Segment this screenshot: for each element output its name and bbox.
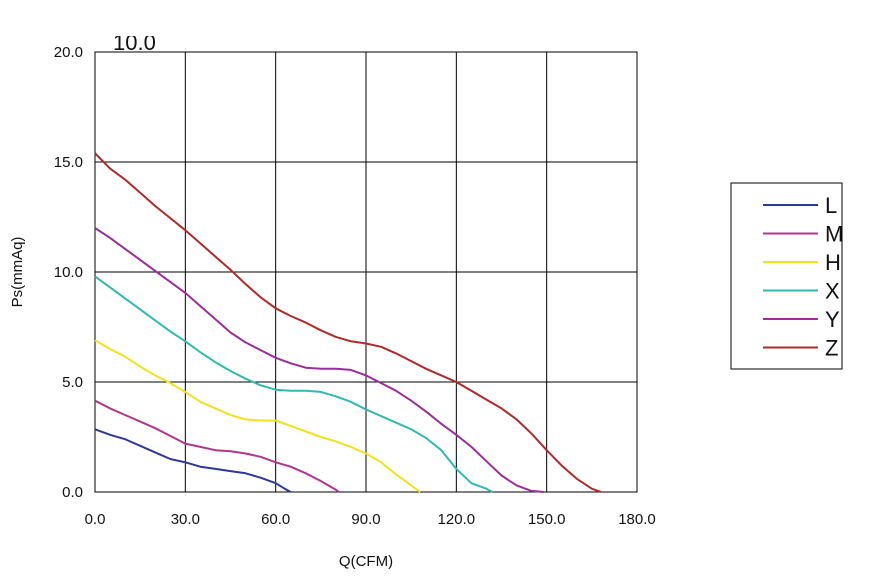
- x-tick-label: 60.0: [261, 511, 290, 528]
- series-line-x: [94, 275, 493, 493]
- y-axis-title: Ps(mmAq): [9, 237, 26, 308]
- y-tick-label: 20.0: [54, 44, 83, 61]
- chart-title-fragment: 10.0: [113, 30, 156, 55]
- x-tick-label: 30.0: [171, 511, 200, 528]
- x-tick-label: 90.0: [351, 511, 380, 528]
- y-tick-labels: 0.0 5.0 10.0 15.0 20.0: [54, 44, 83, 501]
- y-tick-label: 10.0: [54, 264, 83, 281]
- y-tick-label: 15.0: [54, 154, 83, 171]
- legend-label-m: M: [825, 222, 843, 247]
- series-line-y: [94, 227, 544, 493]
- legend-label-l: L: [825, 193, 837, 218]
- y-tick-label: 0.0: [62, 484, 83, 501]
- y-tick-label: 5.0: [62, 374, 83, 391]
- legend-label-x: X: [825, 279, 840, 304]
- legend-label-z: Z: [825, 336, 838, 361]
- legend-label-y: Y: [825, 307, 840, 332]
- series-line-l: [94, 428, 292, 493]
- x-tick-label: 150.0: [528, 511, 566, 528]
- series-line-m: [94, 399, 340, 493]
- series-line-h: [94, 339, 421, 493]
- x-axis-title: Q(CFM): [339, 553, 393, 570]
- title-fragment-group: 10.0: [113, 30, 156, 55]
- plot-area: [94, 51, 638, 493]
- legend-label-h: H: [825, 250, 841, 275]
- x-tick-labels: 0.0 30.0 60.0 90.0 120.0 150.0 180.0: [85, 511, 656, 528]
- legend-box: [730, 182, 843, 370]
- series-lines: [94, 152, 602, 493]
- grid-lines: [95, 52, 637, 492]
- x-tick-label: 180.0: [618, 511, 656, 528]
- x-tick-label: 120.0: [438, 511, 476, 528]
- series-line-z: [94, 152, 602, 493]
- x-tick-label: 0.0: [85, 511, 106, 528]
